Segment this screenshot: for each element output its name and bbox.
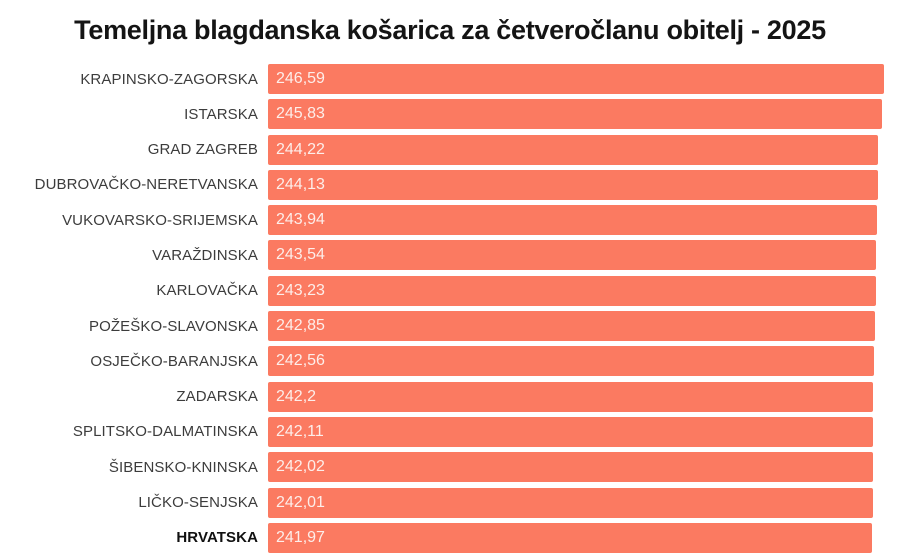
- bar-track: 246,59: [268, 64, 900, 94]
- category-label: VUKOVARSKO-SRIJEMSKA: [62, 211, 258, 229]
- chart-row: VARAŽDINSKA 243,54: [0, 240, 900, 271]
- bar: 242,11: [268, 416, 873, 447]
- bar-track: 243,23: [268, 275, 900, 306]
- bar-track: 242,56: [268, 346, 900, 377]
- value-label: 244,13: [276, 175, 325, 193]
- category-label: HRVATSKA: [176, 529, 258, 547]
- bar: 243,23: [268, 275, 876, 306]
- category-label: ZADARSKA: [176, 388, 258, 406]
- bar-track: 245,83: [268, 99, 900, 130]
- chart-row: ZADARSKA 242,2: [0, 381, 900, 412]
- chart-row: POŽEŠKO-SLAVONSKA 242,85: [0, 311, 900, 342]
- bar: 245,83: [268, 99, 883, 130]
- chart-row: GRAD ZAGREB 244,22: [0, 134, 900, 165]
- bar-track: 244,22: [268, 134, 900, 165]
- value-label: 245,83: [276, 105, 325, 123]
- chart-rows: KRAPINSKO-ZAGORSKA 246,59 ISTARSKA 245,83 GR…: [0, 64, 900, 553]
- value-label: 242,11: [276, 422, 324, 440]
- bar: 246,59: [268, 64, 884, 94]
- bar: 242,02: [268, 452, 873, 483]
- chart-row: VUKOVARSKO-SRIJEMSKA 243,94: [0, 205, 900, 236]
- bar-track: 242,2: [268, 381, 900, 412]
- value-label: 241,97: [276, 528, 325, 546]
- chart-row: HRVATSKA 241,97: [0, 522, 900, 553]
- bar-track: 243,54: [268, 240, 900, 271]
- bar-track: 242,11: [268, 416, 900, 447]
- chart-row: SPLITSKO-DALMATINSKA 242,11: [0, 416, 900, 447]
- category-label: GRAD ZAGREB: [147, 141, 258, 159]
- category-label: DUBROVAČKO-NERETVANSKA: [34, 176, 258, 194]
- bar: 244,13: [268, 169, 878, 200]
- value-label: 243,23: [276, 281, 325, 299]
- value-label: 242,85: [276, 317, 325, 335]
- chart-row: KRAPINSKO-ZAGORSKA 246,59: [0, 64, 900, 94]
- value-label: 244,22: [276, 140, 325, 158]
- value-label: 243,54: [276, 246, 325, 264]
- bar-track: 242,02: [268, 452, 900, 483]
- bar: 243,54: [268, 240, 877, 271]
- chart-row: LIČKO-SENJSKA 242,01: [0, 487, 900, 518]
- chart-row: KARLOVAČKA 243,23: [0, 275, 900, 306]
- bar-track: 244,13: [268, 169, 900, 200]
- bar-track: 242,01: [268, 487, 900, 518]
- bar: 241,97: [268, 522, 873, 553]
- value-label: 246,59: [276, 70, 325, 87]
- chart-title: Temeljna blagdanska košarica za četveroč…: [74, 15, 826, 45]
- chart-row: OSJEČKO-BARANJSKA 242,56: [0, 346, 900, 377]
- chart-row: ŠIBENSKO-KNINSKA 242,02: [0, 452, 900, 483]
- bar: 242,56: [268, 346, 874, 377]
- bar: 243,94: [268, 205, 878, 236]
- chart-row: DUBROVAČKO-NERETVANSKA 244,13: [0, 169, 900, 200]
- bar: 242,01: [268, 487, 873, 518]
- bar: 242,2: [268, 381, 873, 412]
- category-label: OSJEČKO-BARANJSKA: [90, 352, 258, 370]
- category-label: SPLITSKO-DALMATINSKA: [72, 423, 258, 441]
- category-label: POŽEŠKO-SLAVONSKA: [89, 317, 258, 335]
- value-label: 242,56: [276, 352, 325, 370]
- bar-track: 241,97: [268, 522, 900, 553]
- bar: 242,85: [268, 311, 875, 342]
- category-label: VARAŽDINSKA: [152, 246, 258, 264]
- value-label: 242,01: [276, 493, 325, 511]
- bar-track: 242,85: [268, 311, 900, 342]
- value-label: 243,94: [276, 211, 325, 229]
- value-label: 242,2: [276, 387, 317, 405]
- category-label: LIČKO-SENJSKA: [138, 494, 258, 512]
- bar: 244,22: [268, 134, 879, 165]
- category-label: KARLOVAČKA: [156, 282, 258, 300]
- category-label: ISTARSKA: [184, 105, 258, 123]
- category-label: ŠIBENSKO-KNINSKA: [108, 458, 258, 476]
- category-label: KRAPINSKO-ZAGORSKA: [80, 70, 258, 88]
- bar-track: 243,94: [268, 205, 900, 236]
- value-label: 242,02: [276, 458, 325, 476]
- chart-row: ISTARSKA 245,83: [0, 99, 900, 130]
